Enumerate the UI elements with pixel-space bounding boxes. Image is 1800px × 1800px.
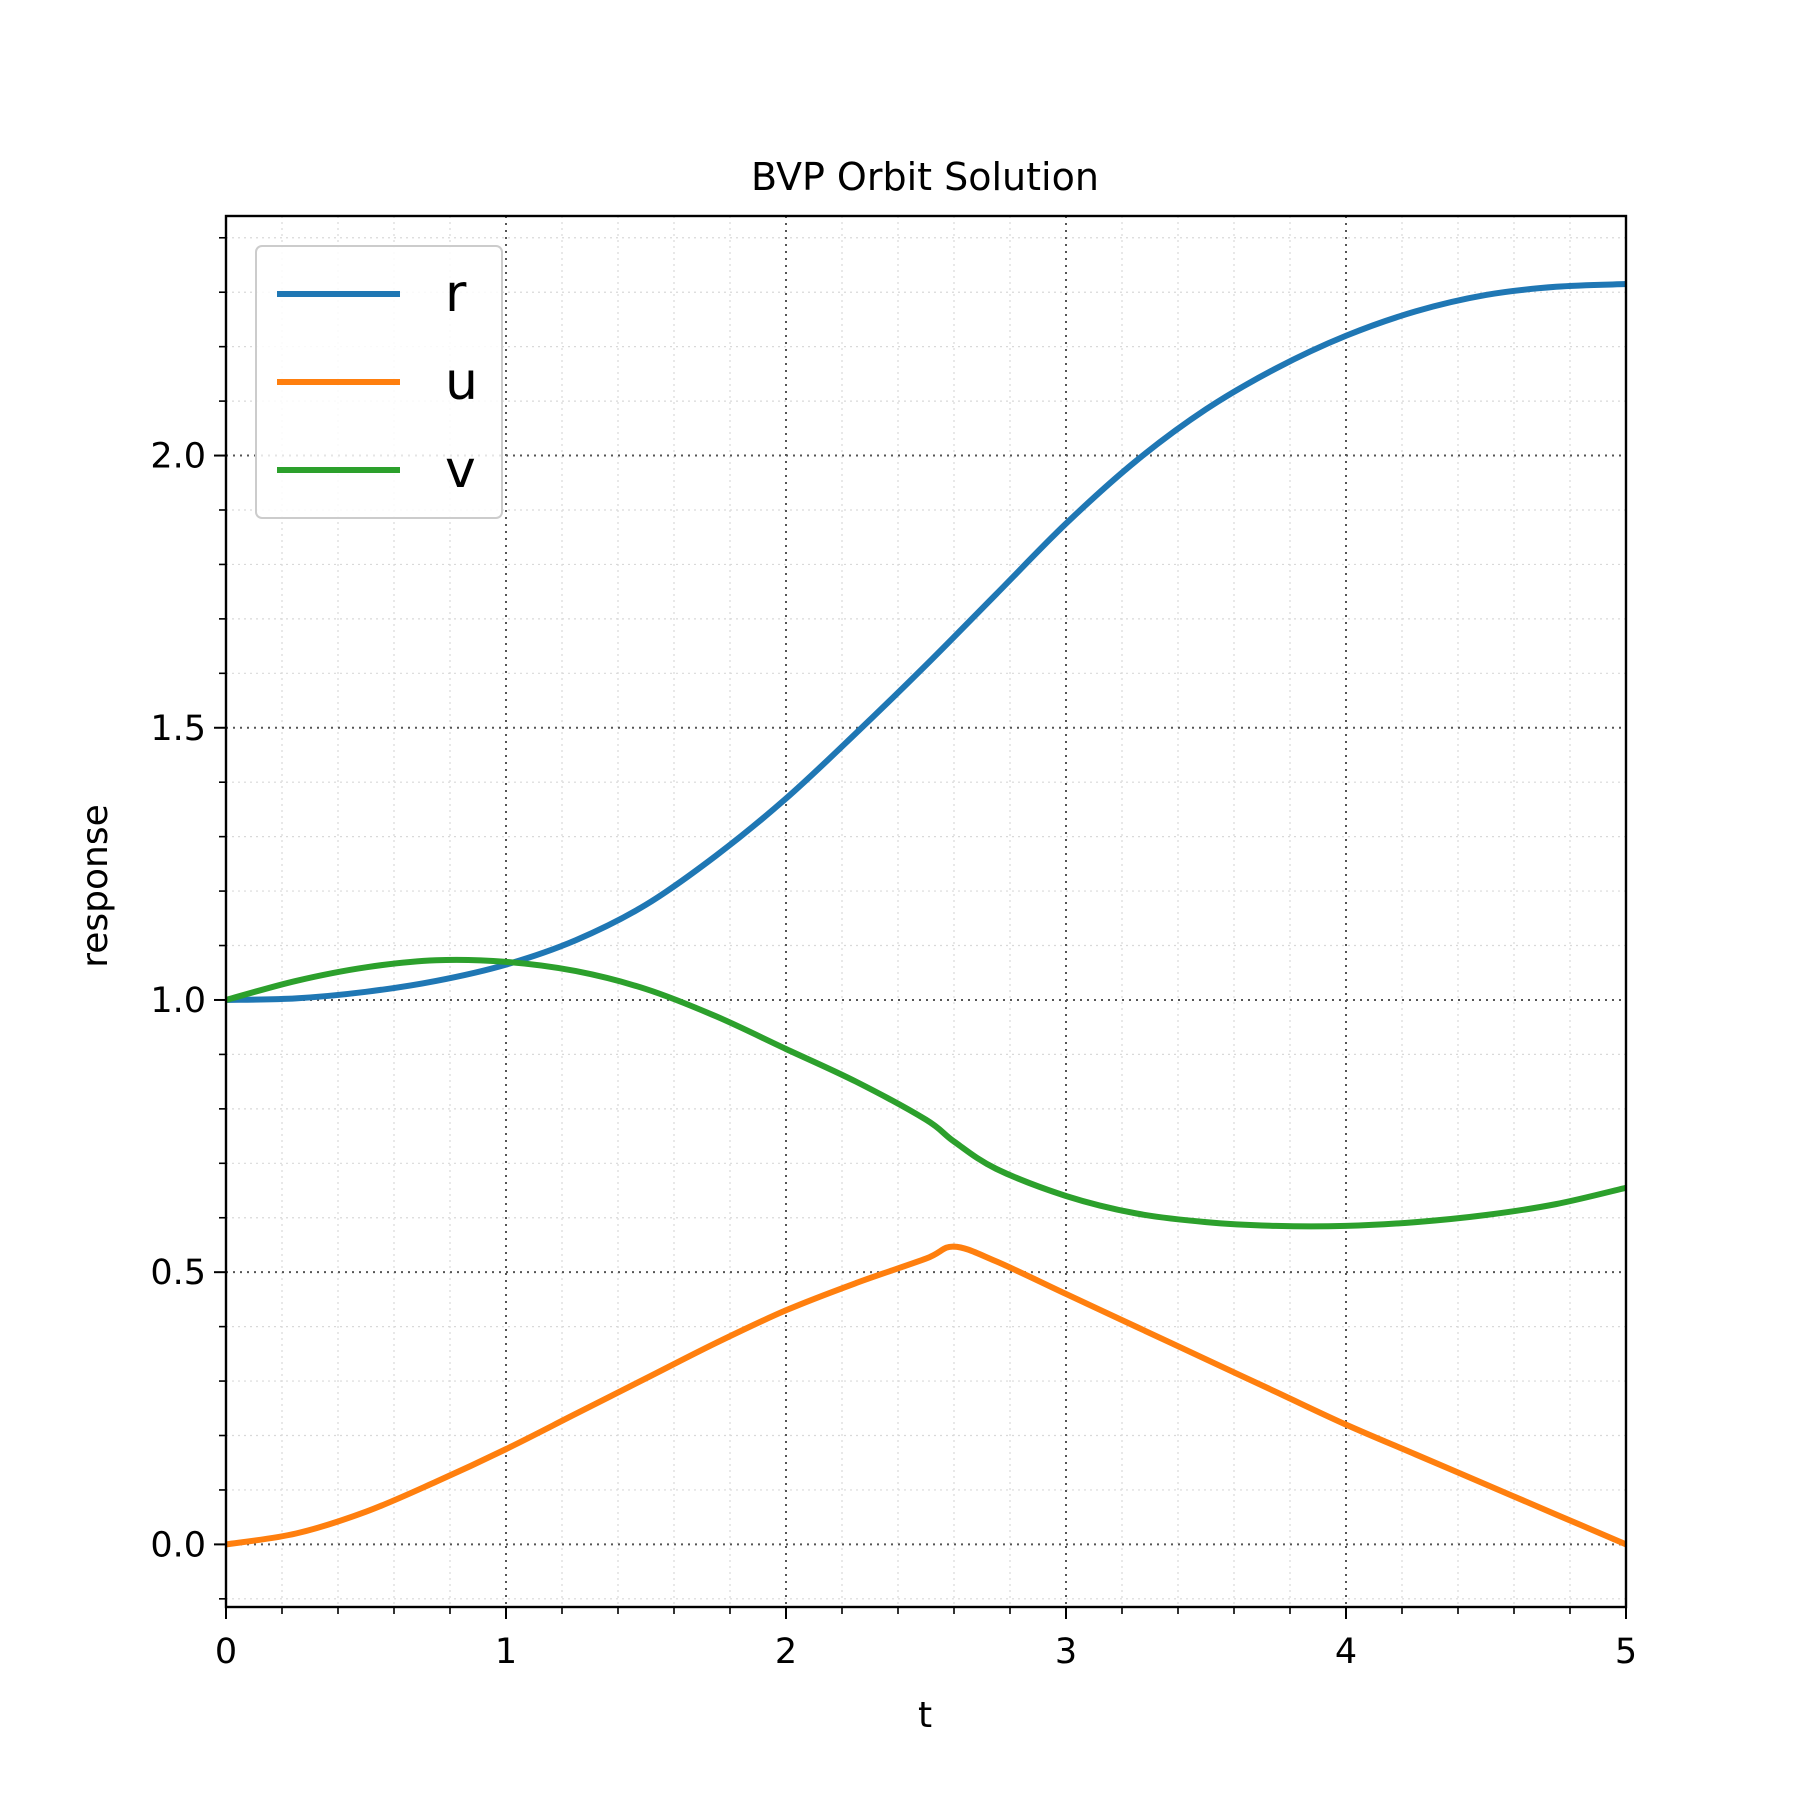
legend-label-r: r — [445, 264, 467, 324]
legend-label-v: v — [445, 440, 476, 500]
x-tick-label: 0 — [215, 1632, 237, 1672]
x-tick-label: 2 — [775, 1632, 797, 1672]
y-axis-label: response — [75, 804, 116, 968]
y-tick-label: 0.0 — [150, 1525, 206, 1565]
x-tick-label: 3 — [1055, 1632, 1077, 1672]
legend: ruv — [255, 245, 503, 519]
y-tick-label: 0.5 — [150, 1253, 206, 1293]
plot-area: 0 1 2 3 4 5 0.0 0.5 1.0 1.5 2.0 — [150, 214, 1637, 1672]
x-axis-label: t — [918, 1695, 932, 1736]
series-lines — [226, 281, 1626, 1548]
chart-title: BVP Orbit Solution — [751, 155, 1099, 199]
series-line-r — [226, 281, 1626, 1003]
x-tick-label: 4 — [1335, 1632, 1357, 1672]
y-tick-label: 2.0 — [150, 437, 206, 477]
series-line-u — [226, 1243, 1626, 1548]
axes-frame — [224, 214, 1628, 1609]
legend-label-u: u — [445, 352, 478, 412]
y-tick-label: 1.0 — [150, 981, 206, 1021]
x-tick-label: 1 — [495, 1632, 517, 1672]
x-tick-label: 5 — [1615, 1632, 1637, 1672]
series-line-v — [226, 956, 1626, 1230]
y-tick-label: 1.5 — [150, 709, 206, 749]
